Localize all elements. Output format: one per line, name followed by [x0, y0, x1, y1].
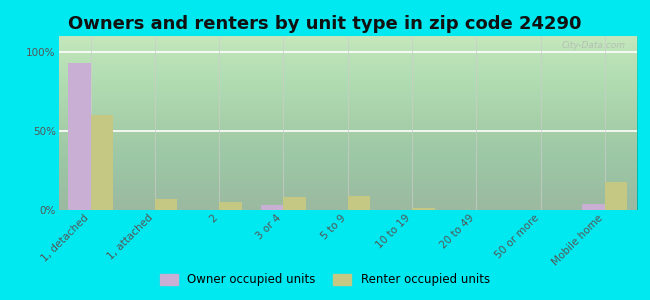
- Bar: [348, 196, 370, 210]
- Bar: [605, 182, 627, 210]
- Bar: [261, 205, 283, 210]
- Bar: [412, 208, 434, 210]
- Bar: [155, 199, 177, 210]
- Legend: Owner occupied units, Renter occupied units: Owner occupied units, Renter occupied un…: [155, 269, 495, 291]
- Text: Owners and renters by unit type in zip code 24290: Owners and renters by unit type in zip c…: [68, 15, 582, 33]
- Bar: [582, 204, 605, 210]
- Bar: [283, 197, 306, 210]
- Bar: [68, 63, 90, 210]
- Text: City-Data.com: City-Data.com: [562, 41, 625, 50]
- Bar: [219, 202, 242, 210]
- Bar: [90, 115, 113, 210]
